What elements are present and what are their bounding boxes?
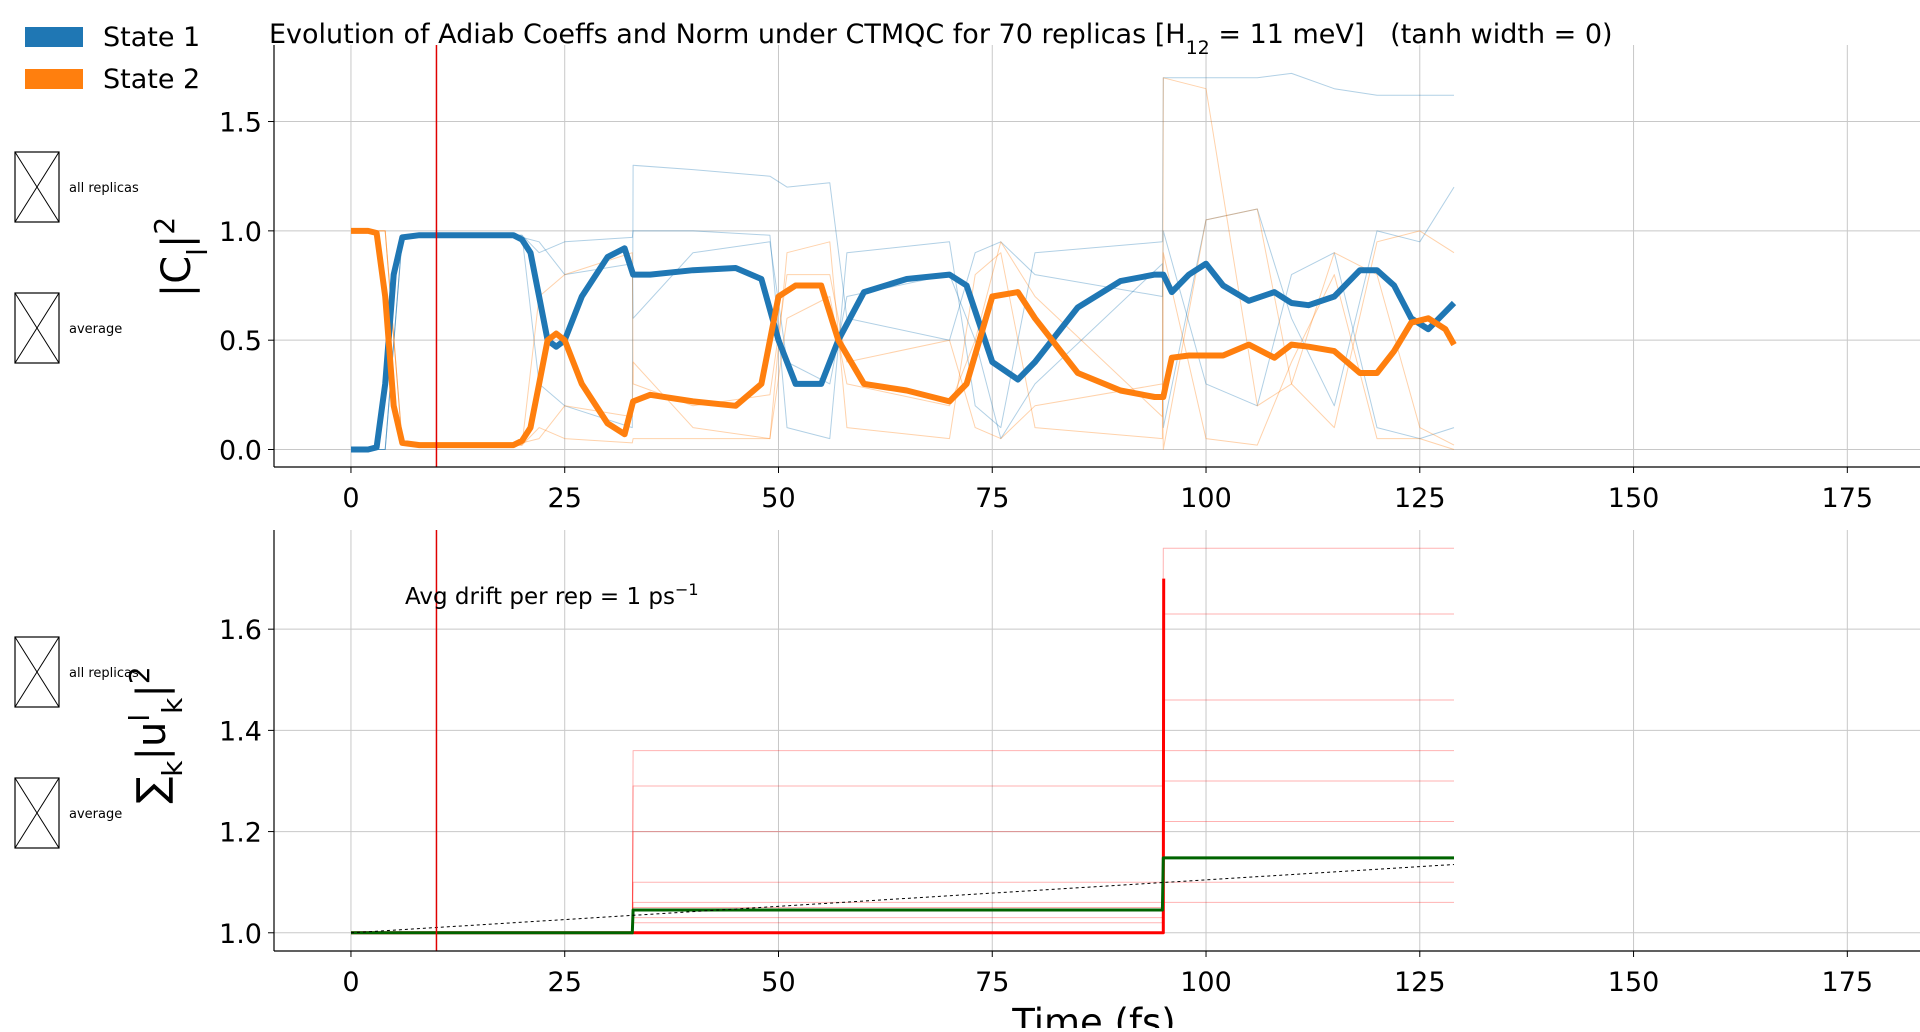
legend-image (14, 151, 60, 223)
legend-label: all replicas (69, 666, 139, 681)
legend-image (14, 777, 60, 849)
y-tick-label: 1.5 (219, 108, 262, 139)
y-axis-label: |Cl|2 (148, 217, 214, 298)
x-tick-label: 150 (1608, 967, 1660, 998)
series-line (351, 901, 1454, 934)
legend-label: State 1 (103, 22, 200, 53)
text-part: |C (154, 256, 200, 297)
x-tick-label: 25 (548, 483, 582, 514)
text-part: −1 (675, 580, 699, 599)
legend-swatch (25, 69, 83, 89)
y-tick-label: 1.6 (219, 615, 262, 646)
text-part: | (129, 684, 175, 697)
y-tick-label: 0.0 (219, 436, 262, 467)
text-part: = 11 meV] (tanh width = 0) (1210, 19, 1613, 50)
text-part: | (154, 235, 200, 248)
legend-image (14, 292, 60, 364)
x-tick-label: 0 (342, 967, 359, 998)
text-part: Avg drift per rep = 1 ps (405, 584, 675, 610)
legend-label: State 2 (103, 64, 200, 95)
text-part: |u (129, 722, 175, 761)
x-tick-label: 0 (342, 483, 359, 514)
legend-label: all replicas (69, 181, 139, 196)
text-part: ∑ (129, 777, 175, 804)
text-part: 2 (148, 217, 181, 235)
x-tick-label: 50 (761, 483, 795, 514)
series-line (351, 208, 1455, 450)
legend-image (14, 636, 60, 708)
x-tick-label: 150 (1608, 483, 1660, 514)
annotation: Avg drift per rep = 1 ps−1 (405, 580, 699, 611)
legend-label: average (69, 807, 122, 822)
x-tick-label: 125 (1394, 967, 1446, 998)
series-line (351, 856, 1454, 935)
x-tick-label: 175 (1822, 967, 1874, 998)
series-line (351, 72, 1454, 450)
series-line (350, 864, 1455, 934)
series-line (351, 186, 1455, 450)
y-tick-label: 1.4 (219, 716, 262, 747)
series-line (351, 77, 1455, 446)
chart-title: Evolution of Adiab Coeffs and Norm under… (269, 19, 1613, 59)
series-line (351, 613, 1454, 934)
x-tick-label: 25 (548, 967, 582, 998)
series-line (351, 821, 1454, 934)
text-part: l (123, 714, 156, 722)
text-part: k (156, 760, 189, 777)
x-tick-label: 175 (1822, 483, 1874, 514)
legend-image (14, 292, 60, 364)
x-tick-label: 100 (1180, 967, 1232, 998)
series-line (351, 699, 1454, 934)
text-part: l (181, 248, 214, 256)
series-line (351, 578, 1166, 935)
x-tick-label: 75 (975, 967, 1009, 998)
y-axis-label: ∑k|ulk|2 (123, 666, 189, 803)
y-tick-label: 1.0 (219, 919, 262, 950)
x-tick-label: 50 (761, 967, 795, 998)
text-part: Evolution of Adiab Coeffs and Norm under… (269, 19, 1186, 50)
y-tick-label: 0.5 (219, 326, 262, 357)
legend-label: average (69, 322, 122, 337)
text-part: 2 (123, 666, 156, 684)
series-line (351, 232, 1457, 453)
y-tick-label: 1.2 (219, 818, 262, 849)
legend-image (14, 636, 60, 708)
legend-image (14, 777, 60, 849)
legend-image (14, 151, 60, 223)
series-line (351, 227, 1457, 449)
legend-swatch (25, 27, 83, 47)
text-part: k (156, 697, 189, 714)
series-line (351, 230, 1455, 450)
x-tick-label: 75 (975, 483, 1009, 514)
x-tick-label: 100 (1180, 483, 1232, 514)
x-axis-label: Time (fs) (1011, 1001, 1175, 1028)
text-part: 12 (1186, 37, 1210, 59)
x-tick-label: 125 (1394, 483, 1446, 514)
y-tick-label: 1.0 (219, 217, 262, 248)
series-line (351, 750, 1454, 934)
